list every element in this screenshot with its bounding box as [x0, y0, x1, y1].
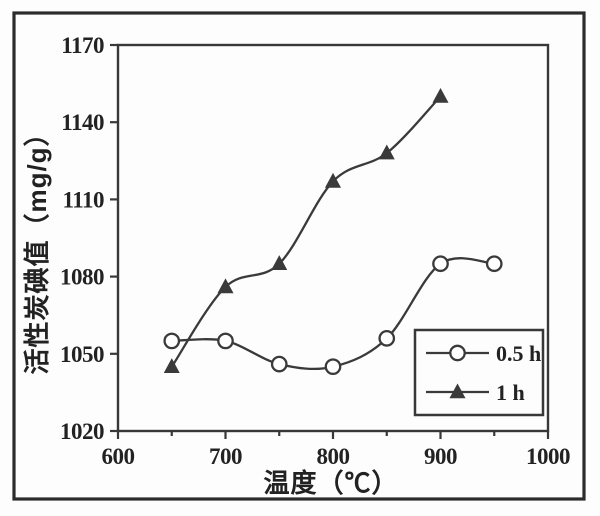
data-point-triangle-s1	[163, 358, 180, 373]
legend-label-1: 1 h	[496, 380, 525, 405]
data-point-circle-s0	[485, 255, 503, 273]
x-tick-label: 800	[317, 444, 350, 469]
y-tick-label: 1170	[61, 33, 104, 58]
y-tick-label: 1140	[61, 110, 104, 135]
y-tick-label: 1020	[60, 419, 104, 444]
x-tick-label: 1000	[526, 444, 570, 469]
data-point-circle-s0	[163, 332, 181, 350]
x-tick-label: 600	[102, 444, 135, 469]
data-point-triangle-s1	[217, 278, 234, 294]
data-point-triangle-s1	[271, 255, 288, 270]
data-point-triangle-s1	[324, 172, 342, 188]
chart-layer: 600 700 800 900 1000 1170 1140 1110 1080 1050 1020…	[12, 11, 586, 501]
x-tick-label: 700	[209, 444, 242, 469]
y-tick-label: 1110	[63, 187, 104, 212]
data-point-circle-s0	[270, 355, 288, 373]
series-line-1	[170, 95, 442, 368]
data-point-circle-s0	[217, 332, 234, 350]
legend-box	[413, 328, 545, 417]
legend-label-0: 0.5 h	[496, 341, 541, 366]
x-tick-label: 900	[424, 444, 457, 469]
x-axis-title: 温度（℃）	[263, 468, 398, 498]
data-point-circle-s0	[324, 358, 342, 376]
outer-frame	[12, 11, 586, 501]
data-point-triangle-s1	[378, 144, 395, 160]
y-tick-label: 1080	[60, 265, 104, 290]
y-tick-label: 1050	[60, 342, 104, 367]
data-point-triangle-s1	[432, 87, 449, 103]
data-point-triangle-legend-1	[449, 383, 466, 399]
data-point-circle-s0	[378, 330, 396, 347]
y-axis-title: 活性炭碘值（mg/g）	[22, 119, 52, 374]
data-point-circle-s0	[432, 255, 449, 273]
data-point-circle-legend-0	[449, 344, 466, 362]
